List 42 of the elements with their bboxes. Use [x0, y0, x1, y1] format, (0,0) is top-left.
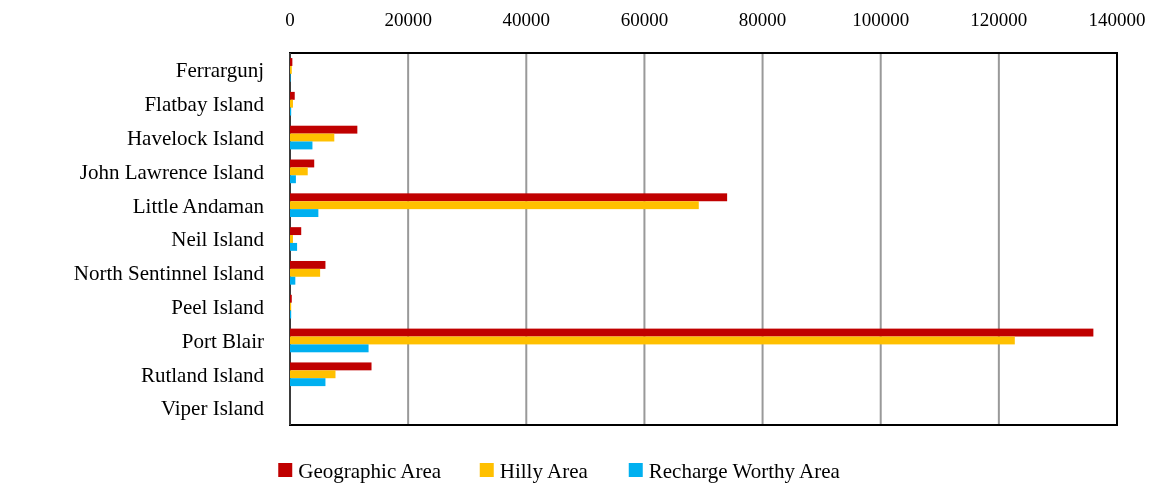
bar — [290, 141, 313, 150]
bar — [290, 242, 298, 251]
bar — [290, 260, 326, 269]
bar — [290, 193, 728, 202]
y-tick-label: Rutland Island — [140, 362, 265, 387]
bar — [290, 125, 358, 134]
y-tick-label: Havelock Island — [126, 125, 265, 150]
x-tick-label: 0 — [285, 9, 295, 30]
bar — [290, 91, 295, 100]
y-tick-label: Flatbay Island — [144, 92, 265, 117]
legend-label: Geographic Area — [298, 459, 442, 483]
x-tick-label: 60000 — [620, 9, 669, 30]
y-tick-label: Ferrargunj — [175, 58, 264, 83]
bar — [290, 235, 293, 243]
bar — [290, 344, 369, 353]
y-tick-label: Port Blair — [181, 328, 264, 353]
x-tick-label: 20000 — [384, 9, 432, 30]
x-tick-label: 140000 — [1088, 9, 1146, 30]
y-tick-label: Viper Island — [160, 396, 265, 421]
bar — [290, 268, 321, 277]
y-tick-label: Neil Island — [171, 227, 265, 252]
bar — [290, 99, 293, 108]
bar — [290, 370, 336, 379]
bar — [290, 276, 296, 285]
x-tick-label: 120000 — [970, 9, 1028, 30]
bar — [290, 378, 326, 387]
bar — [290, 227, 302, 236]
legend-label: Recharge Worthy Area — [648, 459, 841, 483]
legend-label: Hilly Area — [499, 459, 589, 483]
y-tick-label: Little Andaman — [132, 193, 265, 218]
y-tick-label: John Lawrence Island — [79, 159, 265, 184]
y-tick-label: Peel Island — [171, 294, 265, 319]
bar — [290, 328, 1094, 337]
bar — [290, 201, 699, 210]
y-tick-label: North Sentinnel Island — [73, 261, 265, 286]
bar — [290, 167, 308, 176]
x-tick-label: 100000 — [852, 9, 910, 30]
x-tick-label: 40000 — [502, 9, 551, 30]
x-tick-label: 80000 — [738, 9, 787, 30]
bar — [290, 209, 319, 218]
bar — [290, 175, 296, 184]
bar — [290, 362, 372, 371]
